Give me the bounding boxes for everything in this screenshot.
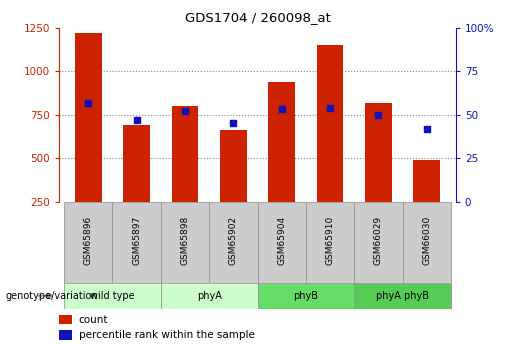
Point bbox=[374, 112, 383, 118]
Bar bbox=[209, 202, 258, 283]
Text: wild type: wild type bbox=[90, 291, 135, 301]
Bar bbox=[64, 283, 161, 309]
Text: GSM65897: GSM65897 bbox=[132, 216, 141, 265]
Bar bbox=[59, 330, 72, 340]
Bar bbox=[220, 130, 247, 245]
Text: phyB: phyB bbox=[294, 291, 318, 301]
Bar bbox=[112, 202, 161, 283]
Bar bbox=[161, 202, 209, 283]
Bar bbox=[306, 202, 354, 283]
Text: genotype/variation: genotype/variation bbox=[5, 291, 98, 301]
Bar bbox=[365, 102, 392, 245]
Point bbox=[132, 117, 141, 123]
Bar bbox=[161, 283, 258, 309]
Text: GSM65902: GSM65902 bbox=[229, 216, 238, 265]
Point bbox=[326, 105, 334, 110]
Bar bbox=[59, 315, 72, 324]
Text: phyA: phyA bbox=[197, 291, 221, 301]
Point bbox=[84, 100, 92, 105]
Text: GSM65904: GSM65904 bbox=[277, 216, 286, 265]
Point bbox=[423, 126, 431, 131]
Text: GSM65910: GSM65910 bbox=[325, 216, 335, 265]
Bar bbox=[268, 82, 295, 245]
Bar bbox=[414, 160, 440, 245]
Point bbox=[278, 107, 286, 112]
Bar bbox=[171, 106, 198, 245]
Bar bbox=[75, 33, 101, 245]
Bar bbox=[354, 202, 403, 283]
Bar bbox=[258, 283, 354, 309]
Text: phyA phyB: phyA phyB bbox=[376, 291, 429, 301]
Text: GSM65896: GSM65896 bbox=[84, 216, 93, 265]
Point bbox=[229, 121, 237, 126]
Title: GDS1704 / 260098_at: GDS1704 / 260098_at bbox=[184, 11, 331, 24]
Bar bbox=[317, 45, 344, 245]
Text: GSM65898: GSM65898 bbox=[180, 216, 190, 265]
Bar bbox=[403, 202, 451, 283]
Point bbox=[181, 108, 189, 114]
Text: GSM66030: GSM66030 bbox=[422, 216, 431, 265]
Bar bbox=[258, 202, 306, 283]
Text: percentile rank within the sample: percentile rank within the sample bbox=[79, 330, 254, 340]
Bar bbox=[123, 125, 150, 245]
Bar bbox=[64, 202, 112, 283]
Text: count: count bbox=[79, 315, 108, 325]
Bar bbox=[354, 283, 451, 309]
Text: GSM66029: GSM66029 bbox=[374, 216, 383, 265]
